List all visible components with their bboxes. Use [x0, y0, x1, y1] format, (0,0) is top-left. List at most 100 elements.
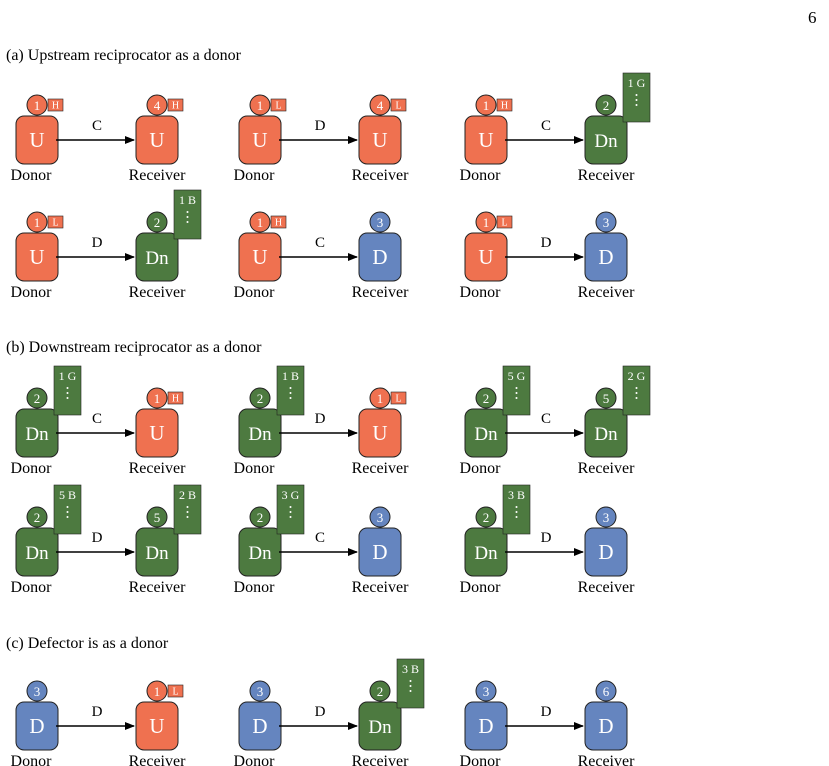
receiver-memory-ellipsis-dot — [186, 221, 189, 223]
donor-reputation-tag — [496, 215, 513, 229]
receiver-type-letter: D — [598, 714, 613, 738]
donor-figure: U 1 H — [15, 94, 64, 165]
donor-memory-entry: 5 B — [59, 488, 76, 502]
receiver-figure: U 1 H — [135, 387, 184, 458]
receiver-type-letter: Dn — [145, 248, 169, 269]
donor-label: Donor — [234, 753, 276, 766]
receiver-head — [146, 506, 168, 528]
donor-figure: Dn 2 5 G — [464, 365, 531, 458]
receiver-head — [595, 680, 617, 702]
receiver-head — [146, 94, 168, 116]
donor-head-number: 2 — [483, 510, 490, 525]
donor-label: Donor — [11, 460, 53, 477]
donor-figure: U 1 H — [464, 94, 513, 165]
receiver-memory-ellipsis-dot — [635, 99, 638, 101]
receiver-label: Receiver — [578, 284, 636, 301]
receiver-type-letter: U — [149, 128, 164, 152]
action-label: D — [541, 704, 552, 720]
receiver-figure: Dn 2 1 G — [584, 72, 651, 165]
receiver-head-number: 3 — [603, 215, 610, 230]
donor-head-number: 1 — [257, 98, 264, 113]
receiver-head-number: 5 — [603, 391, 610, 406]
donor-memory-ellipsis-dot — [66, 516, 69, 518]
receiver-head-number: 4 — [377, 98, 384, 113]
receiver-memory-ellipsis-dot — [186, 506, 189, 508]
receiver-label: Receiver — [352, 460, 410, 477]
receiver-head-number: 1 — [154, 684, 161, 699]
receiver-body — [358, 701, 402, 751]
donor-head-number: 2 — [34, 391, 41, 406]
receiver-label: Receiver — [352, 284, 410, 301]
donor-head-number: 1 — [483, 215, 490, 230]
donor-memory-entry: 3 G — [282, 488, 300, 502]
donor-head-number: 1 — [483, 98, 490, 113]
donor-figure: Dn 2 3 G — [238, 484, 305, 577]
donor-label: Donor — [234, 460, 276, 477]
receiver-label: Receiver — [129, 579, 187, 596]
donor-memory-ellipsis-dot — [515, 387, 518, 389]
donor-head-number: 3 — [483, 684, 490, 699]
receiver-head — [146, 387, 168, 409]
receiver-reputation-tag — [167, 391, 184, 405]
receiver-memory-card — [173, 484, 202, 535]
receiver-label: Receiver — [352, 753, 410, 766]
donor-head — [249, 680, 271, 702]
receiver-head — [369, 680, 391, 702]
donor-label: Donor — [460, 579, 502, 596]
receiver-body — [135, 527, 179, 577]
receiver-body — [135, 408, 179, 458]
receiver-memory-ellipsis-dot — [635, 392, 638, 394]
receiver-memory-entry: 3 B — [402, 662, 419, 676]
receiver-memory-ellipsis-dot — [186, 216, 189, 218]
donor-label: Donor — [234, 579, 276, 596]
receiver-reputation-label: L — [172, 687, 178, 698]
receiver-body — [135, 232, 179, 282]
receiver-head-number: 6 — [603, 684, 610, 699]
receiver-figure: U 4 L — [358, 94, 407, 165]
donor-head — [26, 211, 48, 233]
receiver-body — [584, 408, 628, 458]
donor-figure: U 1 H — [238, 211, 287, 282]
receiver-figure: D3 — [584, 506, 628, 577]
donor-memory-entry: 1 G — [59, 369, 77, 383]
donor-head-number: 2 — [483, 391, 490, 406]
donor-head-number: 3 — [257, 684, 264, 699]
donor-memory-ellipsis-dot — [515, 511, 518, 513]
receiver-memory-ellipsis-dot — [409, 680, 412, 682]
donor-type-letter: Dn — [474, 543, 498, 564]
receiver-memory-ellipsis-dot — [635, 104, 638, 106]
donor-memory-card — [502, 484, 531, 535]
receiver-head-number: 2 — [154, 215, 161, 230]
receiver-label: Receiver — [129, 167, 187, 184]
donor-type-letter: U — [29, 245, 44, 269]
receiver-memory-card — [173, 189, 202, 240]
donor-head-number: 1 — [34, 98, 41, 113]
donor-type-letter: U — [252, 245, 267, 269]
receiver-head-number: 3 — [377, 510, 384, 525]
receiver-figure: Dn 2 3 B — [358, 658, 425, 751]
donor-reputation-label: L — [52, 218, 58, 229]
donor-type-letter: U — [252, 128, 267, 152]
receiver-head — [595, 387, 617, 409]
receiver-reputation-label: H — [172, 101, 179, 112]
donor-reputation-tag — [270, 215, 287, 229]
receiver-body — [584, 232, 628, 282]
donor-figure: Dn 2 1 G — [15, 365, 82, 458]
receiver-head — [146, 211, 168, 233]
donor-label: Donor — [460, 167, 502, 184]
receiver-head — [369, 211, 391, 233]
donor-memory-ellipsis-dot — [289, 397, 292, 399]
receiver-memory-ellipsis-dot — [186, 516, 189, 518]
donor-figure: U 1 L — [15, 211, 64, 282]
donor-label: Donor — [460, 460, 502, 477]
donor-memory-ellipsis-dot — [289, 392, 292, 394]
receiver-reputation-label: L — [395, 101, 401, 112]
receiver-memory-ellipsis-dot — [186, 511, 189, 513]
donor-label: Donor — [11, 284, 53, 301]
donor-memory-ellipsis-dot — [289, 511, 292, 513]
donor-memory-card — [53, 365, 82, 416]
receiver-body — [584, 115, 628, 165]
receiver-type-letter: Dn — [368, 717, 392, 738]
donor-head — [475, 94, 497, 116]
donor-head — [249, 94, 271, 116]
